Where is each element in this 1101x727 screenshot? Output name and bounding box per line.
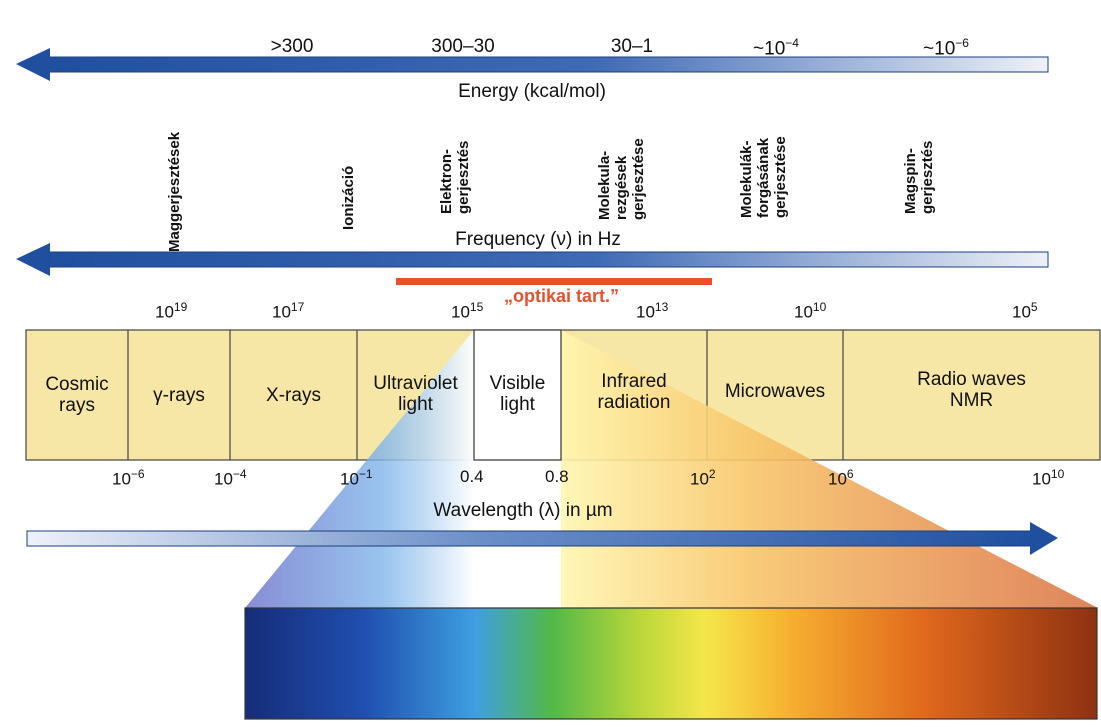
energy-arrow bbox=[16, 48, 1049, 81]
region-x-rays: X-rays bbox=[266, 385, 321, 406]
energy-axis-title: Energy (kcal/mol) bbox=[458, 81, 606, 102]
frequency-tick: 1013 bbox=[636, 300, 669, 322]
visible-light-box bbox=[473, 329, 562, 461]
optical-range-label: „optikai tart.” bbox=[504, 286, 620, 306]
region-microwaves: Microwaves bbox=[724, 381, 826, 402]
visible-spectrum-strip bbox=[244, 607, 1098, 720]
wavelength-tick: 10−1 bbox=[340, 467, 373, 489]
wavelength-tick: 0.4 bbox=[460, 467, 484, 486]
frequency-tick: 105 bbox=[1012, 300, 1038, 322]
excitation-rotational: Molekulák- forgásának gerjesztése bbox=[738, 136, 789, 218]
frequency-tick: 1017 bbox=[272, 300, 305, 322]
excitation-nuclear-spin: Magspin- gerjesztés bbox=[902, 140, 936, 214]
frequency-axis-title: Frequency (ν) in Hz bbox=[455, 229, 621, 250]
frequency-tick: 1019 bbox=[155, 300, 188, 322]
region-visible-light: Visible light bbox=[489, 373, 546, 415]
wavelength-tick: 102 bbox=[690, 467, 716, 489]
wavelength-tick: 106 bbox=[828, 467, 854, 489]
wavelength-tick: 10−6 bbox=[112, 467, 145, 489]
frequency-arrow bbox=[16, 243, 1049, 276]
wavelength-axis-title: Wavelength (λ) in µm bbox=[433, 500, 613, 521]
region-gamma-rays: γ-rays bbox=[153, 385, 205, 406]
wavelength-tick: 1010 bbox=[1032, 467, 1065, 489]
excitation-vibrational: Molekula- rezgések gerjesztése bbox=[596, 138, 647, 220]
energy-value-3: 30–1 bbox=[610, 36, 654, 57]
wavelength-tick: 10−4 bbox=[214, 467, 247, 489]
region-ultraviolet: Ultraviolet light bbox=[373, 373, 458, 415]
frequency-tick: 1015 bbox=[451, 300, 484, 322]
wavelength-arrow bbox=[26, 522, 1058, 555]
energy-value-5: ~10−6 bbox=[923, 36, 969, 60]
energy-value-4: ~10−4 bbox=[753, 36, 799, 60]
region-cosmic-rays: Cosmic rays bbox=[45, 374, 109, 416]
wavelength-tick: 0.8 bbox=[545, 467, 569, 486]
energy-value-2: 300–30 bbox=[431, 36, 495, 57]
region-radio-waves: Radio waves NMR bbox=[917, 369, 1026, 411]
frequency-tick: 1010 bbox=[794, 300, 827, 322]
excitation-ionization: Ionizáció bbox=[340, 165, 357, 230]
excitation-electronic: Elektron- gerjesztés bbox=[438, 140, 472, 214]
energy-value-1: >300 bbox=[270, 36, 314, 57]
optical-range-bar bbox=[396, 278, 712, 285]
region-infrared: Infrared radiation bbox=[597, 371, 671, 413]
excitation-nuclear: Maggerjesztések bbox=[166, 131, 183, 252]
